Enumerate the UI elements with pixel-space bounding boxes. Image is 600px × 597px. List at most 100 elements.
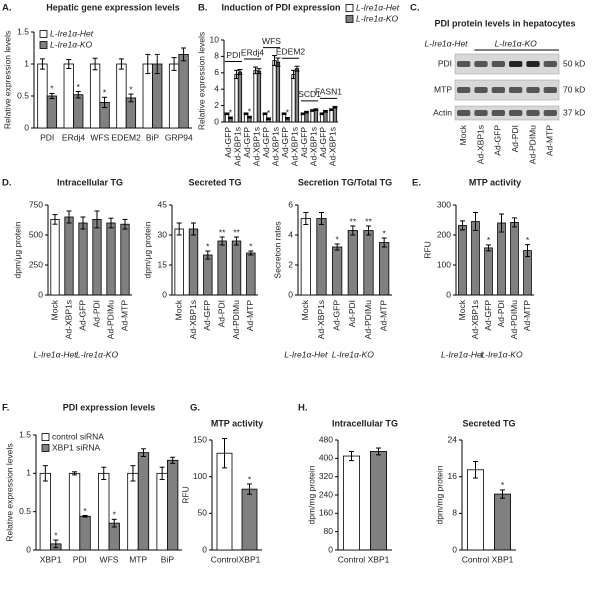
y-axis-label: Secretion rates — [272, 221, 282, 278]
significance-label: * — [267, 108, 271, 118]
bar — [342, 455, 360, 551]
panel-label: G. — [190, 403, 200, 414]
bar — [310, 110, 315, 123]
bar — [332, 246, 343, 296]
x-tick-label: Ad-GFP — [483, 300, 493, 331]
x-tick-label: Ad-PDI — [216, 300, 226, 327]
bar — [363, 230, 374, 296]
y-tick-label: 0 — [26, 544, 31, 554]
x-tick-label: Ad-XBP1s — [316, 300, 326, 339]
y-tick-label: 300 — [437, 199, 451, 209]
blot-band — [509, 110, 523, 116]
legend-swatch — [39, 30, 48, 38]
x-tick-label: Ad-PDI — [91, 300, 101, 327]
x-tick-label: Ad-XBP1s — [63, 300, 73, 339]
significance-label: * — [229, 107, 233, 117]
bar — [523, 250, 532, 296]
x-tick-label: Mock — [300, 299, 310, 320]
bar — [68, 472, 81, 551]
y-tick-label: 1 — [24, 58, 29, 68]
x-tick-label: MTP — [129, 554, 147, 564]
x-tick-label: Ad-XBP1s — [252, 127, 262, 166]
significance-label: * — [54, 530, 58, 540]
x-tick-label: Ad-MTP — [119, 300, 129, 332]
blot-strip — [454, 79, 560, 101]
y-tick-label: 150 — [193, 434, 207, 444]
blot-band — [526, 110, 540, 116]
chart-title: Secreted TG — [188, 177, 241, 187]
blot-row-label: PDI — [438, 58, 452, 68]
x-tick-label: XBP1 — [492, 554, 514, 564]
significance-label: * — [286, 108, 290, 118]
y-tick-label: 4 — [288, 229, 293, 239]
group-label: FASN1 — [315, 87, 342, 97]
legend-swatch — [41, 433, 50, 441]
y-axis-label: dpm/μg protein — [12, 221, 22, 278]
x-tick-label: XBP1 — [239, 554, 261, 564]
panel-label: B. — [198, 3, 208, 14]
y-tick-label: 0 — [328, 544, 333, 554]
bar — [106, 222, 116, 296]
x-tick-label: PDI — [40, 132, 54, 142]
y-tick-label: 0 — [202, 544, 207, 554]
chart-title: Secreted TG — [462, 418, 515, 428]
panel-label: A. — [2, 3, 12, 14]
blot-band — [474, 110, 488, 116]
bar — [63, 63, 74, 129]
chart-title: MTP activity — [469, 177, 521, 187]
bar — [89, 63, 101, 129]
bar — [466, 469, 484, 551]
group-label: EDEM2 — [276, 46, 306, 56]
x-tick-label: BiP — [161, 554, 175, 564]
blot-lane-label: Mock — [458, 124, 468, 145]
bar — [188, 228, 199, 296]
bar — [332, 106, 338, 123]
bar — [329, 109, 334, 123]
blot-band — [543, 87, 557, 93]
significance-label: * — [50, 84, 54, 94]
y-axis-label: RFU — [180, 486, 190, 503]
y-tick-label: 100 — [437, 259, 451, 269]
bar — [120, 223, 130, 296]
y-tick-label: 0 — [452, 544, 457, 554]
y-tick-label: 480 — [319, 434, 333, 444]
bar — [300, 218, 311, 296]
chart-title: MTP activity — [211, 418, 263, 428]
bar — [304, 111, 309, 123]
blot-band — [543, 110, 557, 116]
y-tick-label: 45 — [158, 199, 168, 209]
blot-band — [491, 110, 505, 116]
significance-label: * — [103, 88, 107, 98]
bar — [166, 459, 179, 551]
x-tick-label: XBP1 — [40, 554, 62, 564]
bar — [237, 71, 243, 123]
bar — [156, 472, 168, 551]
x-tick-label: Ad-XBP1s — [470, 300, 480, 339]
y-tick-label: 0.5 — [17, 90, 29, 100]
significance-label: * — [83, 506, 87, 516]
bar — [127, 472, 139, 551]
y-axis-label: Relative expression levels — [196, 32, 206, 130]
x-tick-label: PDI — [73, 554, 87, 564]
panel-label: H. — [298, 403, 308, 414]
x-tick-label: Ad-GFP — [280, 127, 290, 158]
bar — [234, 74, 239, 123]
bar — [291, 74, 296, 123]
y-tick-label: 4 — [214, 83, 219, 93]
y-axis-label: Relative expression levels — [4, 443, 14, 541]
panel-label: F. — [2, 403, 9, 414]
y-tick-label: 6 — [288, 199, 293, 209]
genotype-label: L-Ire1α-Het — [284, 349, 328, 359]
significance-label: * — [336, 234, 340, 244]
legend-label: L-Ire1α-Het — [50, 28, 94, 38]
y-tick-label: 320 — [319, 471, 333, 481]
bar — [458, 224, 467, 296]
bar — [272, 60, 277, 123]
x-tick-label: Ad-MTP — [522, 300, 532, 332]
blot-band — [526, 61, 540, 67]
bar — [471, 221, 480, 296]
blot-size-label: 50 kD — [563, 58, 585, 68]
significance-label: * — [526, 235, 530, 245]
y-tick-label: 2 — [214, 100, 219, 110]
